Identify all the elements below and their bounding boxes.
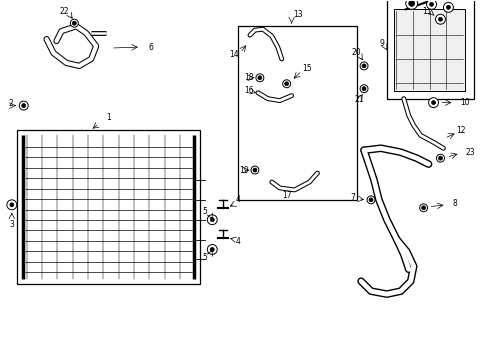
Circle shape: [258, 76, 262, 80]
Circle shape: [419, 204, 428, 212]
Text: 22: 22: [60, 7, 69, 16]
Circle shape: [71, 19, 78, 27]
Circle shape: [421, 206, 426, 210]
Circle shape: [210, 247, 214, 251]
Circle shape: [369, 198, 373, 202]
Text: 4: 4: [236, 237, 241, 246]
Text: 18: 18: [244, 73, 254, 82]
Circle shape: [362, 87, 366, 91]
Circle shape: [19, 101, 28, 110]
Bar: [394, 9, 466, 91]
Text: 5: 5: [202, 207, 207, 216]
Circle shape: [10, 203, 14, 207]
Circle shape: [73, 21, 76, 25]
Text: 23: 23: [466, 148, 475, 157]
Circle shape: [256, 74, 264, 82]
Text: 14: 14: [229, 50, 239, 59]
Text: 19: 19: [239, 166, 249, 175]
Text: 12: 12: [457, 126, 466, 135]
Circle shape: [439, 156, 442, 160]
Circle shape: [429, 98, 439, 108]
Text: 9: 9: [379, 39, 384, 48]
Text: 15: 15: [303, 64, 312, 73]
Circle shape: [430, 3, 434, 6]
Text: 17: 17: [282, 192, 292, 201]
Text: 5: 5: [202, 253, 207, 262]
Circle shape: [443, 3, 453, 12]
Circle shape: [360, 62, 368, 70]
Text: 16: 16: [244, 86, 254, 95]
Text: 7: 7: [351, 193, 356, 202]
Text: 21: 21: [354, 95, 364, 104]
Text: 11: 11: [422, 7, 431, 16]
Text: 20: 20: [351, 49, 361, 58]
Text: 3: 3: [9, 220, 14, 229]
Circle shape: [283, 80, 291, 88]
Circle shape: [427, 0, 437, 9]
Bar: [238, 26, 357, 200]
Circle shape: [439, 17, 442, 21]
Circle shape: [210, 218, 214, 222]
Circle shape: [253, 168, 257, 172]
Circle shape: [360, 85, 368, 93]
Text: 6: 6: [148, 42, 153, 51]
Circle shape: [409, 0, 415, 6]
Bar: [17, 130, 200, 284]
Circle shape: [406, 0, 417, 9]
Circle shape: [432, 100, 436, 105]
Text: 4: 4: [236, 195, 241, 204]
Circle shape: [22, 104, 25, 108]
Text: 13: 13: [293, 10, 302, 19]
Text: 10: 10: [461, 98, 470, 107]
Circle shape: [285, 82, 289, 86]
Circle shape: [7, 200, 17, 210]
Circle shape: [362, 64, 366, 68]
Text: 1: 1: [106, 113, 111, 122]
Text: 2: 2: [8, 99, 13, 108]
Circle shape: [367, 196, 375, 204]
Circle shape: [437, 154, 444, 162]
Circle shape: [251, 166, 259, 174]
Circle shape: [446, 5, 450, 9]
Text: 8: 8: [453, 199, 458, 208]
Bar: [387, 0, 474, 99]
Circle shape: [436, 14, 445, 24]
